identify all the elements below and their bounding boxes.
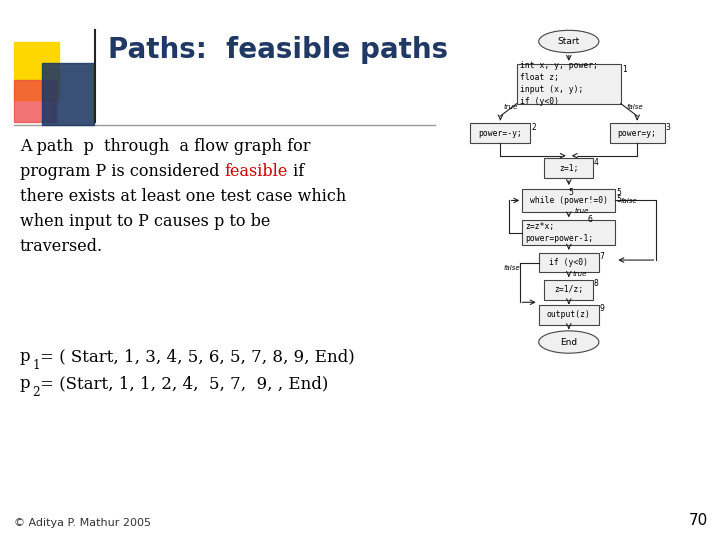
Bar [42, 63, 94, 125]
Text: 5: 5 [617, 188, 621, 197]
Text: 3: 3 [665, 123, 670, 132]
Text: © Aditya P. Mathur 2005: © Aditya P. Mathur 2005 [14, 518, 151, 528]
Text: p: p [20, 375, 31, 392]
Text: End: End [560, 338, 577, 347]
Text: 9: 9 [600, 304, 604, 313]
Text: = (Start, 1, 1, 2, 4,  5, 7,  9, , End): = (Start, 1, 1, 2, 4, 5, 7, 9, , End) [40, 375, 328, 392]
FancyBboxPatch shape [539, 253, 599, 273]
Text: 5: 5 [569, 188, 574, 197]
Text: = ( Start, 1, 3, 4, 5, 6, 5, 7, 8, 9, End): = ( Start, 1, 3, 4, 5, 6, 5, 7, 8, 9, En… [40, 348, 355, 365]
Text: Paths:  feasible paths: Paths: feasible paths [108, 36, 448, 64]
Text: 2: 2 [32, 386, 40, 399]
Text: p: p [20, 348, 31, 365]
FancyBboxPatch shape [544, 158, 593, 178]
FancyBboxPatch shape [539, 305, 599, 325]
Text: there exists at least one test case which: there exists at least one test case whic… [20, 188, 346, 205]
Text: true: true [573, 271, 588, 277]
Text: true: true [503, 104, 518, 110]
Text: power=-y;: power=-y; [479, 129, 522, 138]
Text: traversed.: traversed. [20, 238, 103, 255]
FancyBboxPatch shape [522, 220, 616, 245]
Text: 4: 4 [594, 158, 599, 167]
Ellipse shape [539, 30, 599, 52]
Text: 1: 1 [622, 65, 627, 74]
FancyBboxPatch shape [610, 124, 665, 143]
Text: false: false [621, 198, 637, 204]
FancyBboxPatch shape [544, 280, 593, 300]
Bar [14, 42, 59, 100]
Text: output(z): output(z) [547, 310, 590, 319]
Text: true: true [575, 208, 589, 214]
Text: 1: 1 [32, 359, 40, 372]
Text: feasible: feasible [225, 163, 288, 180]
Text: when input to P causes p to be: when input to P causes p to be [20, 213, 271, 230]
Text: if: if [288, 163, 305, 180]
Text: z=1/z;: z=1/z; [554, 285, 583, 294]
FancyBboxPatch shape [470, 124, 531, 143]
Text: z=z*x;
power=power-1;: z=z*x; power=power-1; [525, 222, 593, 243]
Text: false: false [626, 104, 643, 110]
Text: program P is considered: program P is considered [20, 163, 225, 180]
Text: Start: Start [558, 37, 580, 46]
Text: 70: 70 [689, 513, 708, 528]
Text: power=y;: power=y; [618, 129, 657, 138]
Bar [14, 80, 56, 122]
Text: 7: 7 [600, 252, 604, 261]
Text: if (y<0): if (y<0) [549, 258, 588, 267]
Text: while (power!=0): while (power!=0) [530, 196, 608, 205]
Text: false: false [503, 265, 520, 271]
Text: 2: 2 [531, 123, 536, 132]
FancyBboxPatch shape [517, 64, 621, 104]
Text: int x, y, power;
float z;
input (x, y);
if (y<0): int x, y, power; float z; input (x, y); … [520, 62, 598, 106]
Text: A path  p  through  a flow graph for: A path p through a flow graph for [20, 138, 310, 155]
Text: 8: 8 [594, 279, 599, 288]
FancyBboxPatch shape [522, 189, 616, 212]
Text: z=1;: z=1; [559, 164, 579, 173]
Ellipse shape [539, 331, 599, 353]
Text: 5: 5 [617, 195, 621, 204]
Text: 6: 6 [588, 215, 593, 224]
